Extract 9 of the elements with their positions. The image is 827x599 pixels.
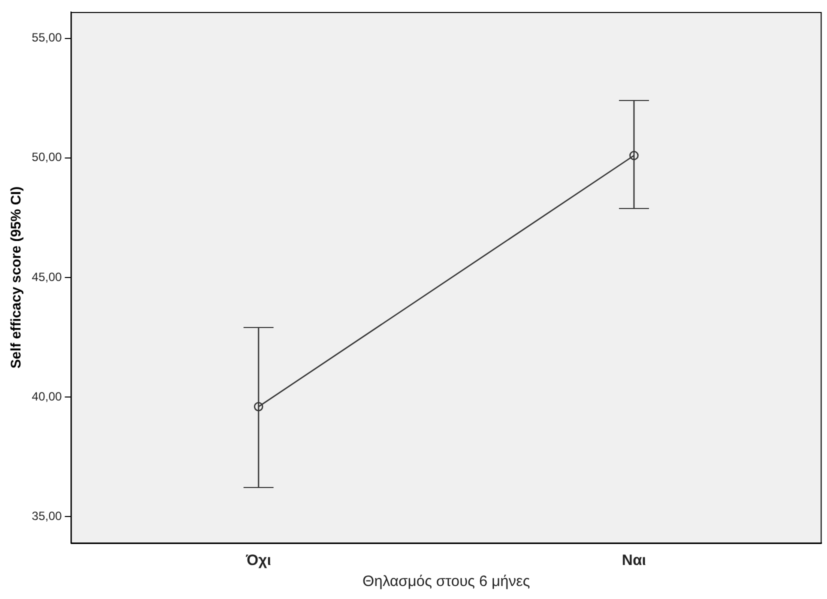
y-tick-label: 55,00 (32, 30, 62, 45)
y-tick-label: 45,00 (32, 270, 62, 284)
y-tick-label: 40,00 (32, 389, 62, 404)
x-tick-label: Όχι (244, 552, 272, 570)
x-axis-title: Θηλασμός στους 6 μήνες (362, 573, 530, 590)
y-axis-title: Self efficacy score (95% CI) (7, 186, 24, 369)
y-tick-label: 50,00 (32, 150, 62, 164)
y-tick-label: 35,00 (32, 509, 62, 523)
x-tick-label: Ναι (622, 552, 646, 570)
